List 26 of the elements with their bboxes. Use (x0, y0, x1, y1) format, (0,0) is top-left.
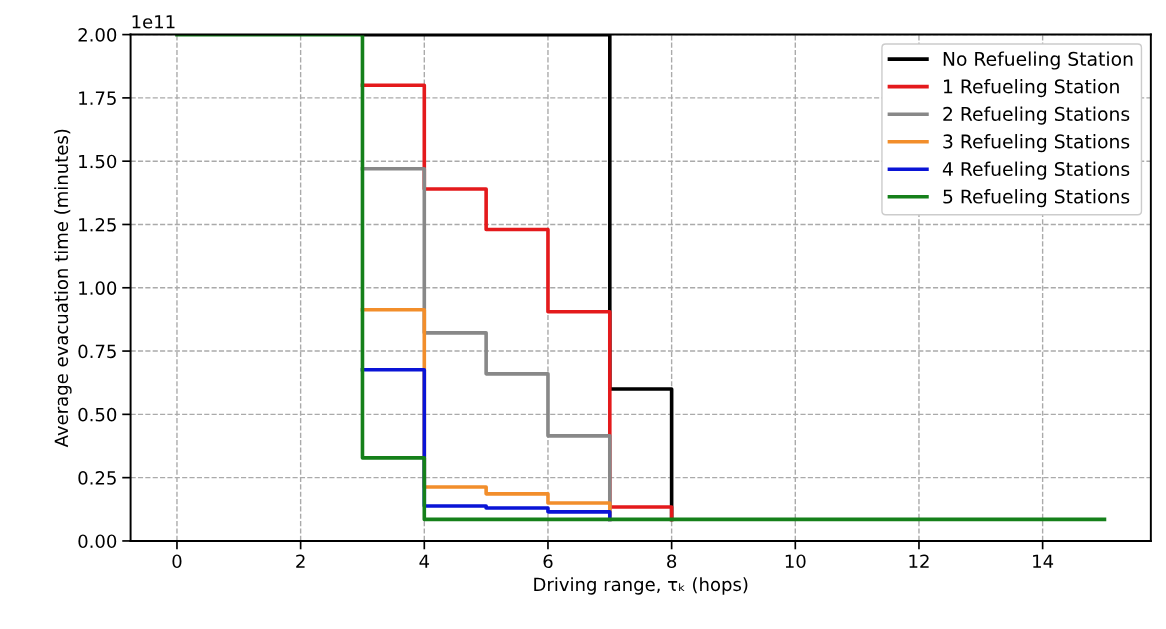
legend-label: 4 Refueling Stations (942, 161, 1130, 180)
y-tick-label: 0.25 (78, 471, 116, 485)
legend-label: 1 Refueling Station (944, 78, 1119, 98)
legend-label: No Refueling Station (943, 51, 1133, 70)
y-tick-label: 1.50 (79, 154, 117, 169)
x-tick-label: 8 (667, 554, 677, 569)
text: 1e11 (132, 15, 175, 29)
legend-label: 2 Refueling Stations (943, 106, 1130, 125)
legend-label: 3 Refueling Stations (943, 134, 1130, 153)
x-tick-label: 10 (785, 554, 806, 569)
y-tick-label: 1.75 (79, 91, 116, 105)
x-tick-label: 6 (543, 554, 553, 569)
x-tick-label: 0 (172, 554, 182, 569)
y-tick-label: 2.00 (78, 28, 117, 42)
x-axis-title: Driving range, τₖ (hops) (534, 577, 748, 595)
y-tick-label: 0.50 (78, 407, 117, 422)
y-tick-label: 1.00 (79, 281, 117, 295)
y-tick-label: 1.25 (79, 217, 116, 232)
x-tick-label: 4 (419, 554, 430, 568)
y-tick-label: 0.75 (78, 344, 116, 359)
x-tick-label: 2 (296, 554, 305, 568)
legend-label: 5 Refueling Stations (943, 189, 1130, 208)
y-tick-label: 0.00 (78, 534, 117, 549)
y-axis-title: Average evacuation time (minutes) (54, 129, 72, 448)
x-tick-label: 14 (1033, 554, 1054, 568)
x-tick-label: 12 (909, 554, 929, 568)
